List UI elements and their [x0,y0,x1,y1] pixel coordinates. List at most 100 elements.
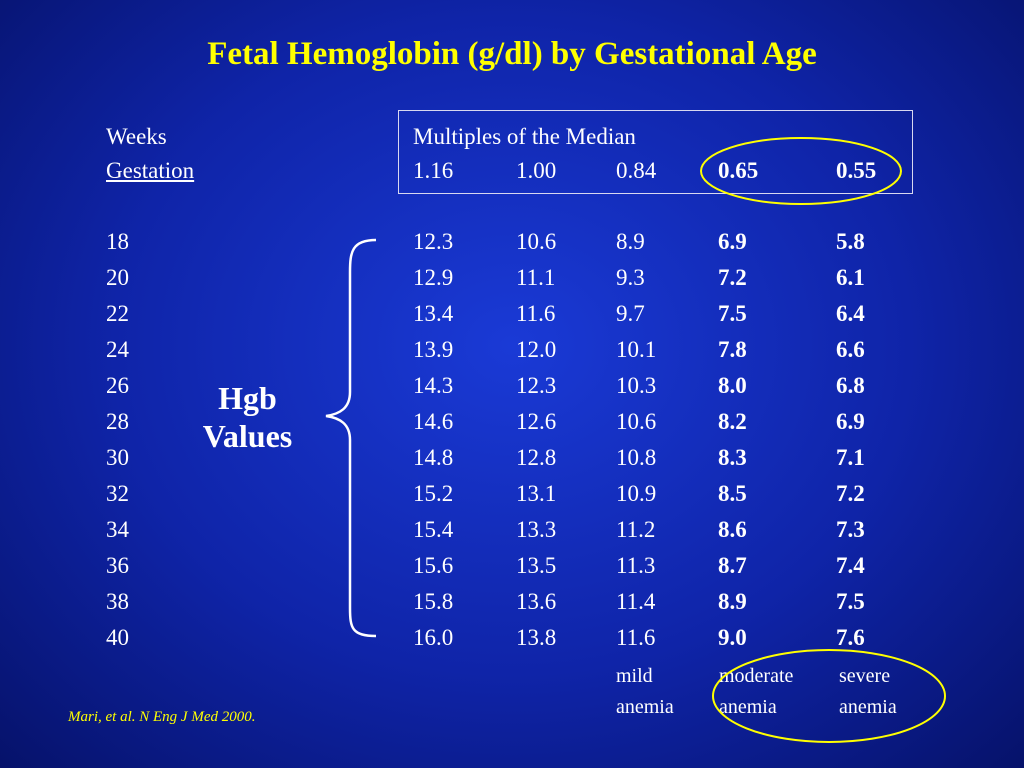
hgb-label-line1: Hgb [218,380,277,416]
hgb-cell-mom-4: 9.0 [718,625,747,650]
mild-anemia-label: mild anemia [616,661,674,723]
hgb-cell-mom-3: 11.6 [616,625,656,650]
hgb-cell-mom-2: 13.1 [516,481,557,506]
hgb-cell-mom-4: 8.9 [718,589,747,614]
table-row: 26 14.3 12.3 10.3 8.0 6.8 [0,368,1024,404]
hgb-cell-mom-1: 14.3 [413,373,454,398]
hgb-cell-mom-2: 10.6 [516,229,557,254]
mom-value-2: 1.00 [516,158,557,183]
table-row: 38 15.8 13.6 11.4 8.9 7.5 [0,584,1024,620]
slide-title: Fetal Hemoglobin (g/dl) by Gestational A… [207,36,817,72]
week-cell: 20 [106,265,129,290]
table-row: 30 14.8 12.8 10.8 8.3 7.1 [0,440,1024,476]
hgb-cell-mom-3: 9.3 [616,265,645,290]
hgb-cell-mom-1: 15.2 [413,481,454,506]
hgb-cell-mom-4: 8.2 [718,409,747,434]
week-cell: 22 [106,301,129,326]
hgb-cell-mom-5: 5.8 [836,229,865,254]
hgb-cell-mom-2: 12.6 [516,409,557,434]
hgb-cell-mom-3: 11.3 [616,553,656,578]
hgb-cell-mom-5: 6.1 [836,265,865,290]
anemia-highlight-ellipse [712,649,946,743]
table-row: 22 13.4 11.6 9.7 7.5 6.4 [0,296,1024,332]
hgb-cell-mom-2: 11.1 [516,265,556,290]
mom-value-4: 0.65 [718,158,759,183]
mild-line1: mild [616,665,653,687]
hgb-cell-mom-5: 6.9 [836,409,865,434]
hgb-cell-mom-3: 9.7 [616,301,645,326]
table-row: 24 13.9 12.0 10.1 7.8 6.6 [0,332,1024,368]
hgb-cell-mom-4: 7.8 [718,337,747,362]
hgb-cell-mom-3: 10.1 [616,337,657,362]
hgb-cell-mom-4: 8.3 [718,445,747,470]
hgb-cell-mom-3: 11.2 [616,517,656,542]
hgb-cell-mom-5: 6.6 [836,337,865,362]
moderate-line1: moderate [719,665,794,687]
gestation-label: Gestation [106,158,195,183]
mom-value-5: 0.55 [836,158,877,183]
hgb-cell-mom-4: 8.5 [718,481,747,506]
severe-line1: severe [839,665,891,687]
table-row: 18 12.3 10.6 8.9 6.9 5.8 [0,224,1024,260]
hgb-cell-mom-1: 14.6 [413,409,454,434]
mom-value-3: 0.84 [616,158,657,183]
hgb-cell-mom-3: 10.3 [616,373,657,398]
mom-label: Multiples of the Median [413,124,636,149]
hgb-cell-mom-5: 7.6 [836,625,865,650]
hgb-cell-mom-4: 8.6 [718,517,747,542]
severe-line2: anemia [839,696,897,718]
hgb-cell-mom-3: 10.8 [616,445,657,470]
weeks-label: Weeks [106,124,167,149]
hgb-label-line2: Values [202,418,293,454]
mom-highlight-ellipse [700,137,902,205]
hgb-cell-mom-2: 12.8 [516,445,557,470]
hgb-cell-mom-5: 7.3 [836,517,865,542]
week-cell: 34 [106,517,129,542]
week-cell: 26 [106,373,129,398]
week-cell: 30 [106,445,129,470]
table-row: 28 14.6 12.6 10.6 8.2 6.9 [0,404,1024,440]
hgb-values-label: Hgb Values [185,379,310,455]
mom-value-1: 1.16 [413,158,454,183]
hgb-cell-mom-5: 6.4 [836,301,865,326]
mild-line2: anemia [616,696,674,718]
hgb-cell-mom-1: 13.4 [413,301,454,326]
hgb-cell-mom-1: 14.8 [413,445,454,470]
hgb-cell-mom-5: 7.1 [836,445,865,470]
hgb-cell-mom-5: 7.2 [836,481,865,506]
moderate-line2: anemia [719,696,777,718]
hgb-cell-mom-2: 12.3 [516,373,557,398]
table-row: 32 15.2 13.1 10.9 8.5 7.2 [0,476,1024,512]
hgb-cell-mom-4: 7.5 [718,301,747,326]
hgb-cell-mom-4: 8.7 [718,553,747,578]
week-cell: 40 [106,625,129,650]
table-row: 20 12.9 11.1 9.3 7.2 6.1 [0,260,1024,296]
week-cell: 18 [106,229,129,254]
hgb-cell-mom-4: 6.9 [718,229,747,254]
hgb-cell-mom-2: 12.0 [516,337,557,362]
hgb-cell-mom-3: 11.4 [616,589,656,614]
hgb-cell-mom-1: 16.0 [413,625,454,650]
hgb-cell-mom-3: 8.9 [616,229,645,254]
week-cell: 32 [106,481,129,506]
citation: Mari, et al. N Eng J Med 2000. [68,709,256,725]
hgb-cell-mom-2: 13.8 [516,625,557,650]
hgb-cell-mom-1: 15.6 [413,553,454,578]
hgb-cell-mom-4: 7.2 [718,265,747,290]
table-row: 36 15.6 13.5 11.3 8.7 7.4 [0,548,1024,584]
hgb-cell-mom-5: 6.8 [836,373,865,398]
table-row: 40 16.0 13.8 11.6 9.0 7.6 [0,620,1024,656]
left-curly-brace [325,238,377,638]
hgb-cell-mom-5: 7.4 [836,553,865,578]
table-row: 34 15.4 13.3 11.2 8.6 7.3 [0,512,1024,548]
hgb-cell-mom-1: 15.4 [413,517,454,542]
hgb-cell-mom-3: 10.6 [616,409,657,434]
week-cell: 24 [106,337,129,362]
hgb-cell-mom-1: 12.3 [413,229,454,254]
moderate-anemia-label: moderate anemia [719,661,793,723]
hgb-cell-mom-2: 13.6 [516,589,557,614]
mom-header-box [398,110,913,194]
hgb-cell-mom-4: 8.0 [718,373,747,398]
week-cell: 28 [106,409,129,434]
